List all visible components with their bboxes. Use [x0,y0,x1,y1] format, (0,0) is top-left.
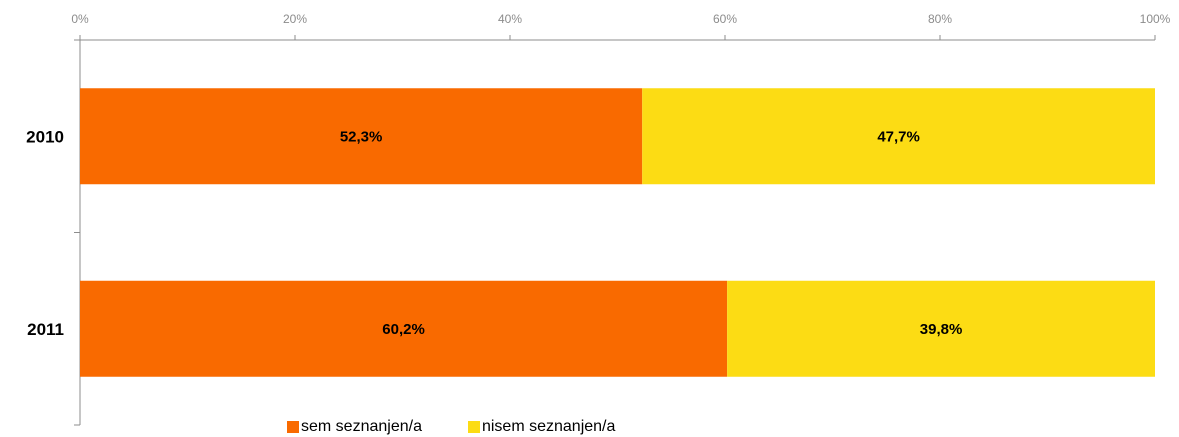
legend-label: sem seznanjen/a [301,418,422,435]
bar-segment [80,280,728,377]
data-label: 39,8% [920,321,963,338]
bar-segment [642,88,1155,185]
x-tick-label: 20% [283,12,307,26]
x-tick-label: 100% [1140,12,1171,26]
x-tick-label: 60% [713,12,737,26]
legend-swatch [287,421,299,433]
category-label: 2010 [26,127,64,146]
bar-segment [727,280,1155,377]
legend-item-series-1: sem seznanjen/a [287,418,422,436]
data-label: 60,2% [382,321,425,338]
bar-segment [80,88,643,185]
x-tick-label: 0% [71,12,89,26]
data-label: 52,3% [340,128,383,145]
legend-item-series-2: nisem seznanjen/a [467,418,616,436]
legend-swatch [467,421,480,433]
category-label: 2011 [27,320,64,339]
data-label: 47,7% [877,128,920,145]
legend-label: nisem seznanjen/a [481,418,616,435]
x-tick-label: 80% [928,12,952,26]
chart-legend: sem seznanjen/a nisem seznanjen/a [287,418,661,436]
x-tick-label: 40% [498,12,522,26]
